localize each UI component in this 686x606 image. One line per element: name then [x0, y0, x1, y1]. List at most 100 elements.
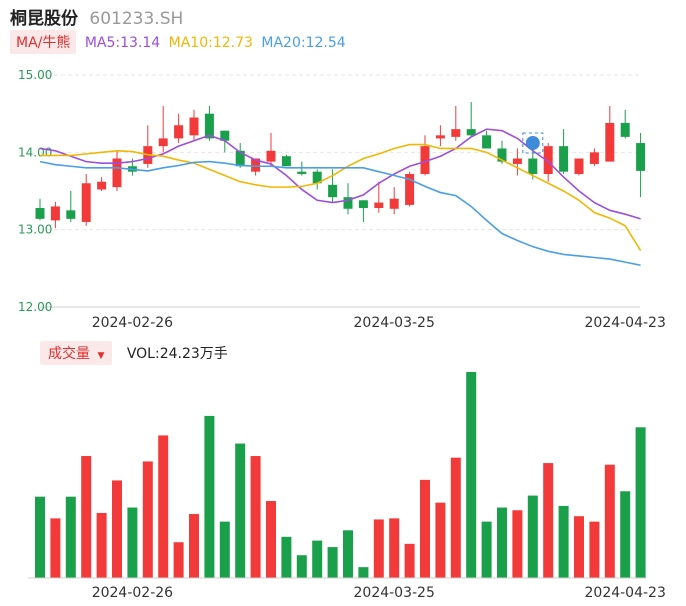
volume-bar — [173, 542, 184, 578]
candlestick-series — [35, 102, 646, 229]
volume-toggle-label: 成交量 — [48, 346, 90, 362]
volume-bars — [28, 372, 646, 579]
candle-body — [312, 171, 322, 184]
candle-body — [482, 135, 492, 149]
y-tick-label: 13.00 — [18, 223, 52, 237]
candle-body — [158, 138, 168, 147]
y-tick-label: 15.00 — [18, 68, 52, 82]
volume-bar — [327, 547, 338, 578]
volume-bar — [373, 519, 384, 578]
candle-body — [389, 198, 399, 209]
volume-bar — [450, 457, 461, 578]
volume-bar — [219, 521, 230, 578]
y-tick-label: 12.00 — [18, 300, 52, 314]
stock-header: 桐昆股份 601233.SH — [10, 4, 184, 29]
candle-body — [328, 184, 338, 198]
candle-body — [174, 125, 184, 139]
candle-body — [528, 158, 538, 174]
price-y-axis: 15.00 14.00 13.00 12.00 — [18, 68, 52, 314]
stock-code: 601233.SH — [89, 9, 184, 29]
volume-legend: 成交量 ▼ VOL:24.23万手 — [40, 341, 228, 365]
volume-bar — [112, 480, 122, 578]
ma5-line — [39, 128, 641, 220]
candle-body — [50, 206, 60, 221]
volume-bar — [142, 461, 153, 578]
volume-bar — [158, 435, 169, 578]
candle-marker-icon — [525, 136, 540, 150]
volume-bar — [620, 491, 631, 578]
candle-body — [81, 183, 91, 222]
candle-body — [189, 117, 199, 136]
ma5-legend-label: MA5:13.14 — [84, 35, 161, 51]
volume-value-label: VOL:24.23万手 — [126, 346, 228, 362]
candle-body — [297, 171, 307, 174]
volume-bar — [420, 479, 430, 578]
volume-bar — [574, 516, 584, 578]
volume-bar — [435, 502, 446, 578]
volume-bar — [527, 495, 538, 578]
volume-bar — [404, 543, 415, 578]
x-tick-label: 2024-02-26 — [92, 315, 173, 331]
candle-body — [405, 173, 415, 205]
ma10-legend-label: MA10:12.73 — [168, 35, 253, 51]
candle-body — [35, 208, 45, 219]
ma-indicator-toggle[interactable]: MA/牛熊 — [10, 30, 77, 54]
candle-body — [620, 122, 630, 137]
moving-average-lines — [39, 128, 642, 267]
candle-body — [358, 200, 368, 209]
candle-body — [589, 152, 599, 164]
candle-body — [559, 146, 569, 172]
candle-body — [220, 130, 230, 141]
volume-bar — [497, 507, 507, 578]
price-x-axis: 2024-02-26 2024-03-25 2024-04-23 — [92, 315, 666, 331]
volume-bar — [204, 415, 215, 578]
candle-body — [497, 148, 507, 162]
candle-body — [204, 113, 214, 139]
stock-name: 桐昆股份 — [10, 9, 78, 29]
x-tick-label: 2024-03-25 — [354, 315, 435, 331]
candle-body — [512, 158, 522, 164]
caret-down-icon: ▼ — [97, 351, 105, 361]
price-grid — [40, 74, 640, 308]
volume-bar — [65, 496, 76, 578]
volume-bar — [389, 518, 400, 578]
x-tick-label: 2024-04-23 — [585, 315, 666, 331]
volume-bar — [50, 518, 61, 578]
volume-bar — [35, 496, 45, 578]
volume-bar — [81, 456, 92, 578]
candle-body — [112, 158, 122, 188]
volume-bar — [235, 443, 246, 578]
candle-marker-frame — [522, 132, 544, 154]
candle-body — [420, 146, 430, 174]
x-tick-label: 2024-04-23 — [585, 585, 666, 601]
candle-body — [266, 150, 276, 162]
candle-body — [235, 150, 245, 167]
volume-bar — [512, 510, 523, 578]
volume-bar — [543, 463, 554, 578]
candle-body — [435, 135, 445, 139]
volume-bar — [635, 427, 646, 578]
volume-bar — [266, 501, 276, 578]
candle-body — [66, 210, 76, 219]
volume-bar — [281, 536, 292, 578]
volume-bar — [481, 521, 492, 578]
candle-body — [605, 122, 615, 162]
candle-body — [97, 181, 107, 190]
ma10-line — [40, 143, 642, 251]
volume-indicator-toggle[interactable]: 成交量 ▼ — [40, 341, 113, 365]
volume-bar — [604, 464, 615, 578]
candle-body — [451, 129, 461, 137]
volume-bar — [466, 372, 477, 578]
volume-bar — [358, 567, 369, 578]
candle-body — [574, 158, 584, 174]
candle-body — [374, 202, 384, 209]
candle-body — [343, 197, 353, 209]
x-tick-label: 2024-03-25 — [354, 585, 435, 601]
candle-body — [466, 129, 476, 136]
ma20-line — [39, 160, 641, 267]
volume-bar — [343, 530, 353, 578]
candle-body — [281, 156, 291, 167]
ma-legend: MA/牛熊 MA5:13.14 MA10:12.73 MA20:12.54 — [10, 30, 346, 54]
current-candle-marker — [522, 132, 544, 154]
